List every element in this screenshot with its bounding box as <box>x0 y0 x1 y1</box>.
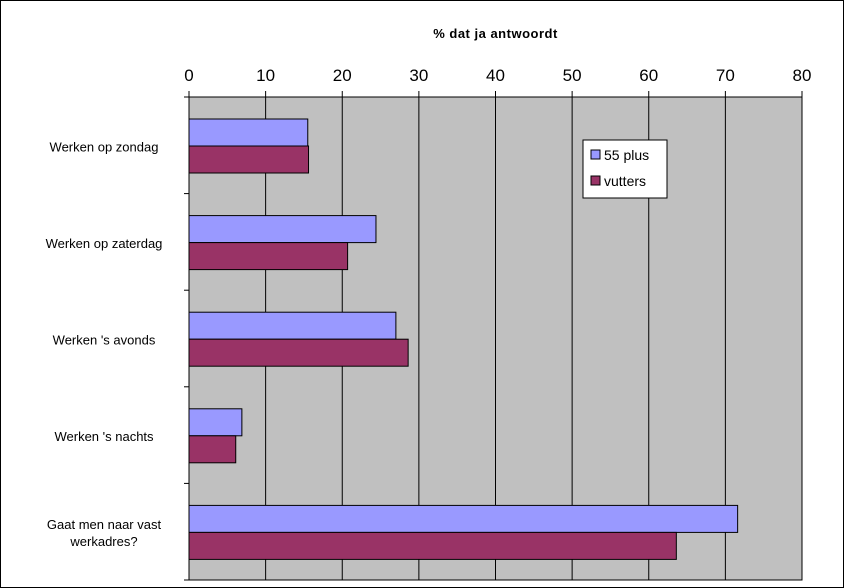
x-tick-label: 70 <box>716 66 735 85</box>
category-label: Gaat men naar vast werkadres? <box>47 517 162 549</box>
bars <box>188 118 739 560</box>
x-tick-label: 30 <box>409 66 428 85</box>
bar-series-2 <box>188 242 349 271</box>
bar-series-2 <box>188 435 237 464</box>
x-tick-label: 50 <box>563 66 582 85</box>
axis-title: % dat ja antwoordt <box>433 26 558 41</box>
x-tick-label: 20 <box>333 66 352 85</box>
bar-series-2 <box>188 531 677 560</box>
x-tick-label: 10 <box>256 66 275 85</box>
bar-series-1 <box>188 215 377 244</box>
x-tick-label: 0 <box>184 66 193 85</box>
legend: 55 plus vutters <box>582 139 668 199</box>
x-tick-label: 40 <box>486 66 505 85</box>
bar-series-1 <box>188 118 309 147</box>
x-tick-label: 60 <box>639 66 658 85</box>
category-label: Werken op zondag <box>50 139 159 154</box>
legend-label: 55 plus <box>604 147 649 163</box>
bar-series-2 <box>188 338 409 367</box>
x-tick-label: 80 <box>793 66 812 85</box>
bar-series-1 <box>188 504 739 533</box>
bar-series-1 <box>188 408 243 437</box>
legend-swatch <box>590 149 601 160</box>
x-tick-labels: 0 10 20 30 40 50 60 70 80 <box>184 66 811 85</box>
legend-swatch <box>590 175 601 186</box>
bar-series-2 <box>188 145 310 174</box>
category-label: Werken 's nachts <box>54 429 154 444</box>
bar-series-1 <box>188 311 397 340</box>
category-labels: Werken op zondag Werken op zaterdag Werken… <box>46 139 163 549</box>
axes <box>184 91 803 581</box>
category-label: Werken 's avonds <box>53 333 156 348</box>
legend-label: vutters <box>604 173 646 189</box>
category-label: Werken op zaterdag <box>46 236 163 251</box>
